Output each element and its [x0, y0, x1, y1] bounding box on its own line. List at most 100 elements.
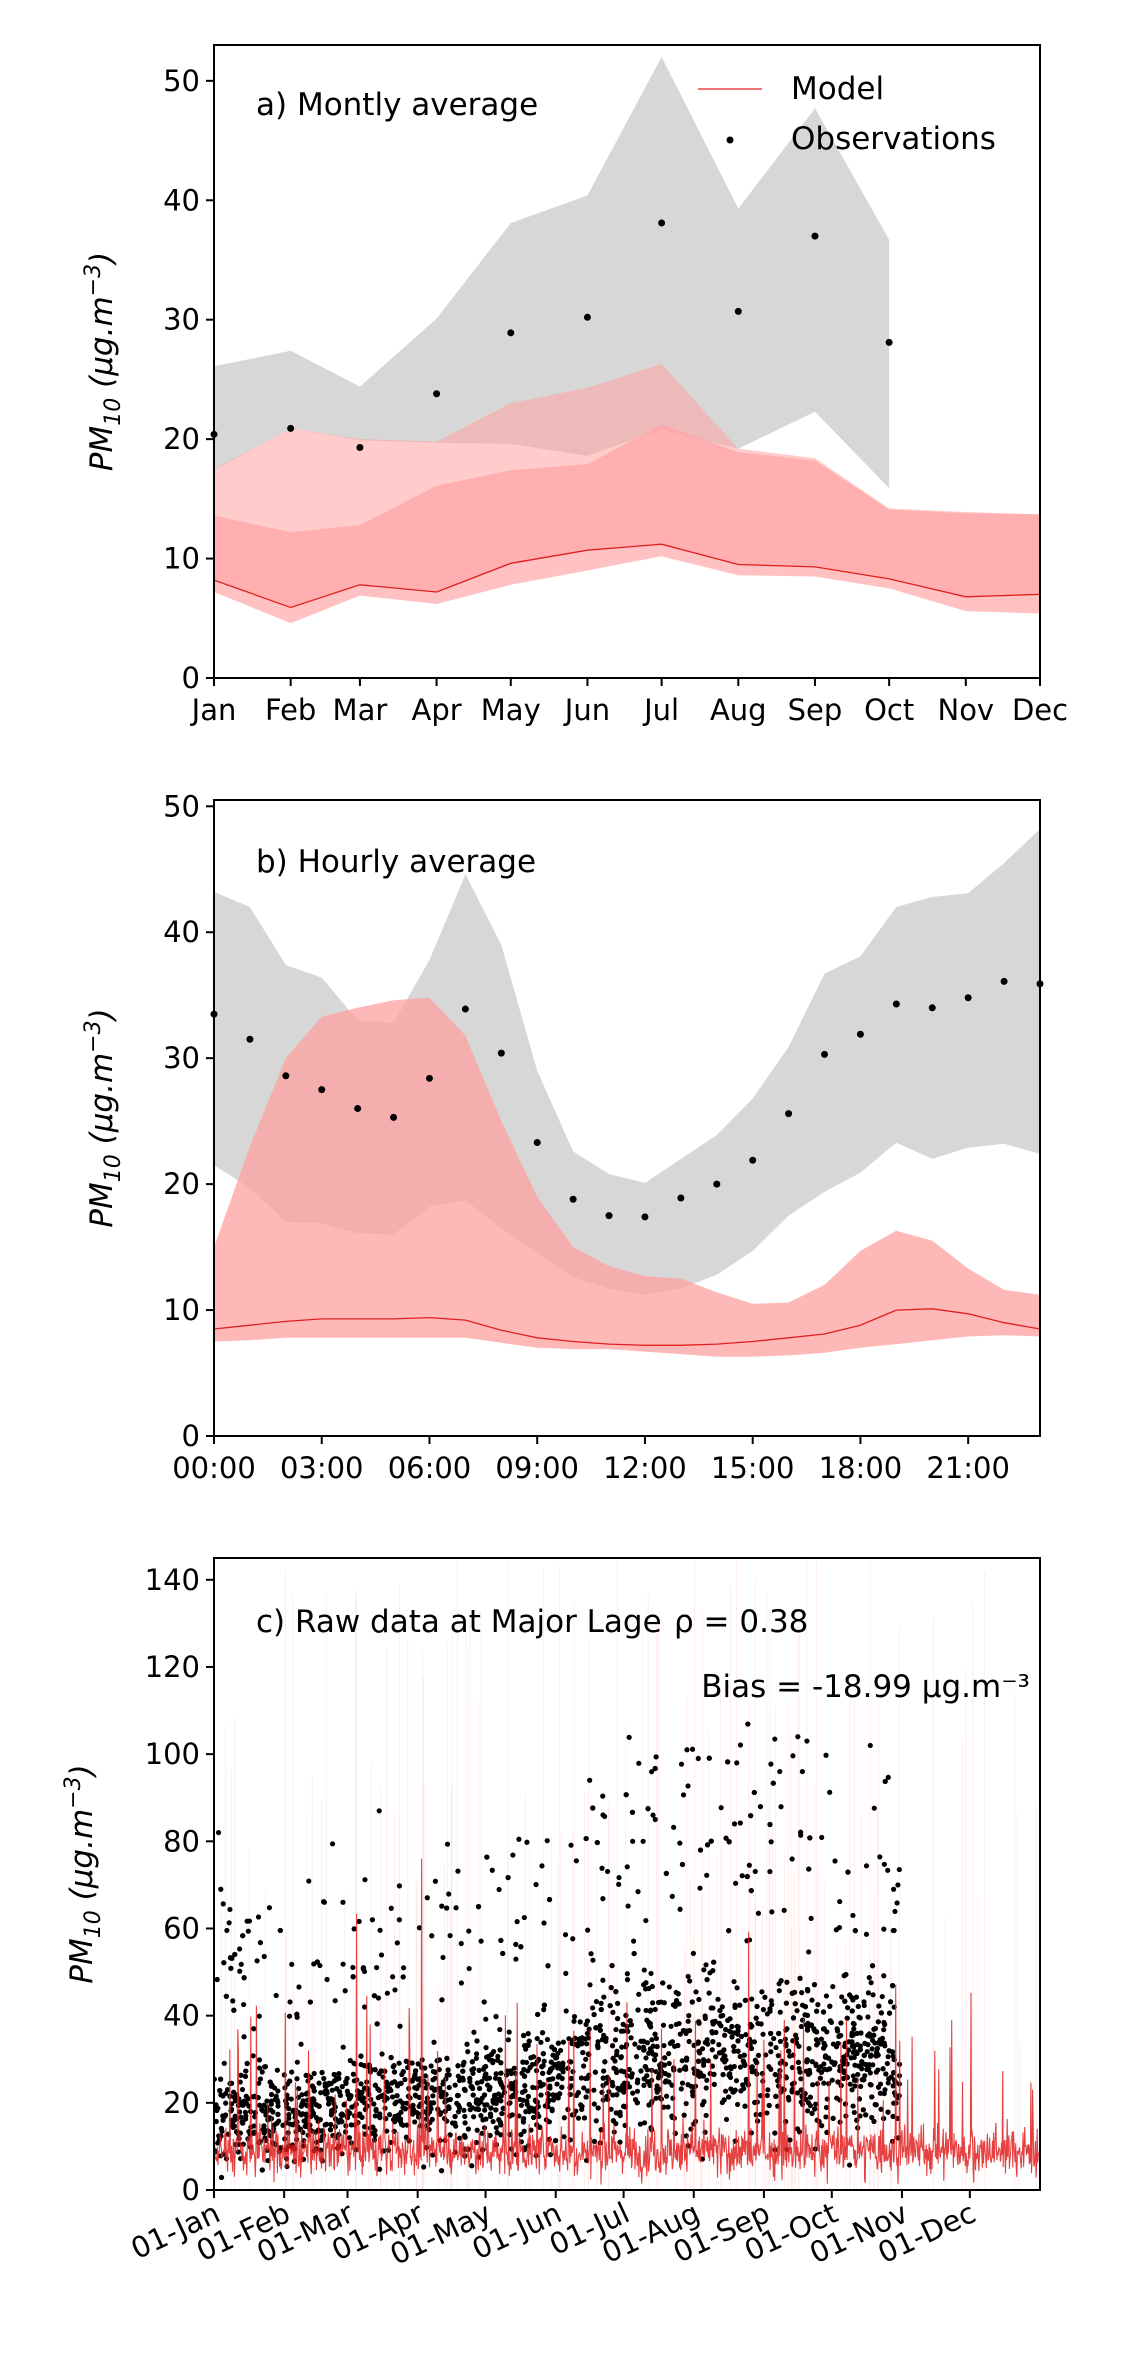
observation-point	[689, 1746, 696, 1752]
observation-point	[561, 2134, 567, 2140]
observation-point	[220, 2113, 226, 2119]
observation-point	[311, 2070, 317, 2077]
observation-point	[616, 1881, 622, 1887]
observation-point	[850, 1997, 856, 2003]
observation-point	[626, 1734, 632, 1740]
observation-point	[700, 2062, 707, 2068]
observation-point	[440, 1954, 446, 1961]
observation-point	[861, 2052, 867, 2058]
observation-point	[471, 2114, 477, 2120]
observation-point	[741, 2052, 747, 2058]
observation-point	[818, 2123, 825, 2129]
observation-point	[580, 2049, 586, 2056]
x-tick-label: Sep	[788, 693, 843, 727]
ylabel-quantity: PM	[84, 426, 120, 471]
observation-point	[839, 1994, 845, 2000]
observation-point	[394, 2083, 401, 2089]
observation-point	[652, 2052, 659, 2058]
observation-point	[770, 1780, 776, 1786]
observation-point	[856, 1030, 864, 1038]
observation-point	[742, 1997, 749, 2003]
y-tick-label: 40	[163, 1999, 200, 2033]
observation-point	[466, 1928, 472, 1934]
observation-point	[814, 2008, 820, 2014]
observation-point	[888, 1999, 894, 2005]
observation-point	[725, 2017, 731, 2023]
observation-point	[811, 232, 819, 240]
observation-point	[710, 2039, 716, 2045]
observation-point	[754, 2060, 760, 2066]
observation-point	[629, 2071, 635, 2077]
observation-point	[311, 2088, 317, 2094]
observation-point	[752, 1868, 758, 1875]
observation-point	[412, 2092, 419, 2098]
observation-point	[821, 2080, 827, 2086]
observation-point	[697, 2050, 703, 2056]
observation-point	[865, 2042, 871, 2048]
observation-point	[577, 2019, 583, 2025]
observation-point	[358, 2053, 364, 2059]
observation-point	[313, 2129, 319, 2135]
observation-point	[652, 1816, 658, 1823]
x-tick-label: Mar	[333, 693, 388, 727]
observation-point	[522, 2088, 528, 2094]
y-axis-label: PM10 (μg.m−3)	[61, 1764, 106, 1983]
observation-point	[846, 2162, 853, 2168]
observation-point	[350, 1964, 356, 1971]
observation-point	[568, 1842, 574, 1848]
observation-point	[802, 2004, 809, 2010]
observation-point	[231, 2007, 237, 2013]
observation-point	[841, 2068, 847, 2074]
observation-point	[804, 2057, 810, 2063]
observation-point	[677, 2067, 683, 2073]
observation-point	[583, 2056, 589, 2062]
observation-point	[610, 2055, 616, 2061]
observation-point	[823, 2104, 830, 2111]
observation-point	[241, 2034, 247, 2040]
observation-point	[403, 2058, 409, 2064]
observation-point	[462, 2087, 468, 2093]
observation-point	[740, 2058, 746, 2064]
observation-point	[646, 2102, 652, 2108]
observation-point	[530, 2084, 536, 2090]
observation-point	[722, 2032, 728, 2038]
observation-point	[867, 2070, 873, 2076]
observation-point	[584, 2030, 591, 2037]
observation-point	[241, 2001, 247, 2008]
observation-point	[509, 2112, 515, 2118]
observation-point	[323, 2083, 329, 2089]
observation-point	[356, 443, 364, 451]
observation-point	[259, 2069, 265, 2075]
observation-point	[218, 1886, 224, 1892]
observation-point	[689, 1999, 695, 2005]
observation-point	[285, 2130, 291, 2136]
observation-point	[439, 1903, 445, 1909]
observation-point	[720, 2012, 726, 2019]
observation-point	[885, 1774, 891, 1780]
x-tick-label: 18:00	[819, 1451, 903, 1485]
observation-point	[257, 2102, 263, 2108]
observation-point	[445, 2067, 451, 2073]
observation-point	[690, 1950, 697, 1956]
observation-point	[885, 2109, 891, 2115]
observation-point	[585, 2088, 591, 2094]
observation-point	[691, 2070, 698, 2076]
observation-point	[583, 313, 591, 321]
observation-point	[678, 2086, 684, 2092]
observation-point	[680, 1792, 687, 1798]
x-tick-label: Feb	[265, 693, 316, 727]
ylabel-exponent: −3	[61, 1776, 86, 1808]
observation-point	[729, 2034, 735, 2040]
observation-point	[664, 2093, 670, 2099]
observation-point	[310, 2111, 316, 2117]
observation-point	[579, 2035, 585, 2041]
observation-point	[275, 2111, 281, 2117]
observation-point	[849, 2008, 855, 2014]
observation-point	[713, 1180, 721, 1188]
observation-point	[327, 2127, 334, 2133]
observation-point	[772, 2071, 778, 2078]
observation-point	[795, 2059, 802, 2065]
observation-point	[703, 1962, 709, 1968]
observation-point	[610, 2092, 616, 2098]
observation-point	[350, 1974, 356, 1980]
